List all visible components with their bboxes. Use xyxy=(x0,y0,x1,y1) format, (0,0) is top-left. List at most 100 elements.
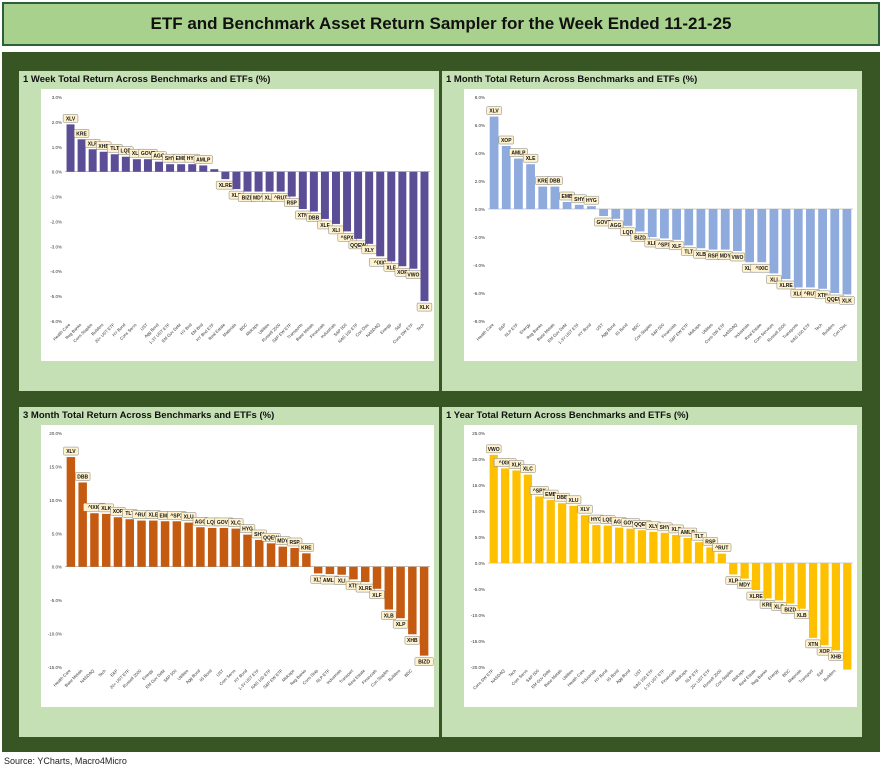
data-label: XLP xyxy=(88,141,98,147)
y-tick-label: 1.0% xyxy=(52,145,62,150)
data-label-box xyxy=(486,444,502,454)
bar xyxy=(623,209,633,226)
bar xyxy=(501,146,511,209)
data-label: XLU xyxy=(184,515,194,521)
data-label: AMLP xyxy=(323,578,338,584)
bar xyxy=(121,156,130,172)
data-label: DBB xyxy=(77,474,88,480)
bar xyxy=(599,209,608,216)
data-label: ^IXIC xyxy=(755,266,768,272)
data-label: LQD xyxy=(602,518,613,524)
y-tick-label: -15.0% xyxy=(48,665,62,670)
data-label-box xyxy=(392,619,409,629)
bar xyxy=(113,517,123,567)
x-tick-label: Energy xyxy=(379,322,393,336)
bar xyxy=(276,171,285,192)
data-label: TLT xyxy=(695,534,704,540)
data-label: ^RUT xyxy=(715,546,728,552)
bar xyxy=(806,209,815,288)
data-label: XHB xyxy=(831,654,842,660)
data-label-box xyxy=(63,446,79,456)
data-label: XLU xyxy=(265,196,275,202)
y-tick-label: -2.0% xyxy=(50,219,62,224)
bar xyxy=(781,209,791,279)
data-label: TLT xyxy=(684,249,693,255)
bar xyxy=(708,209,718,250)
data-label: XOP xyxy=(501,138,512,144)
y-tick-label: -5.0% xyxy=(50,294,62,299)
bar xyxy=(298,171,307,209)
bar xyxy=(774,563,783,601)
bar xyxy=(309,171,318,212)
bar xyxy=(501,468,510,563)
data-label: KRE xyxy=(762,602,773,608)
x-tick-label: Tech xyxy=(415,322,425,332)
data-label: AMLP xyxy=(511,151,526,157)
y-tick-label: -6.0% xyxy=(50,319,62,324)
y-tick-label: 2.0% xyxy=(52,120,62,125)
bar xyxy=(603,525,612,563)
data-label: SHY xyxy=(660,525,671,531)
data-label-box xyxy=(75,472,91,481)
bar xyxy=(512,470,521,563)
data-label: TLT xyxy=(125,511,134,517)
data-label: XLU xyxy=(569,498,579,504)
x-tick-label: UST xyxy=(139,322,149,332)
bar xyxy=(751,563,761,591)
bar xyxy=(278,546,288,567)
data-label: LQD xyxy=(207,520,218,526)
data-label: EMB xyxy=(545,492,557,498)
data-label: XLK xyxy=(419,305,429,311)
data-label: MDY xyxy=(277,539,289,545)
data-label: RSP xyxy=(708,254,719,260)
x-tick-label: Midcaps xyxy=(245,322,260,337)
data-label: BIZD xyxy=(634,235,646,241)
bar xyxy=(489,116,499,209)
data-label: MDY xyxy=(720,254,732,260)
data-label: XLK xyxy=(512,462,522,468)
data-label-box xyxy=(73,129,90,138)
bar xyxy=(808,563,818,638)
data-label: SHY xyxy=(165,156,176,162)
bar xyxy=(672,209,681,240)
data-label-box xyxy=(180,512,197,521)
data-label-box xyxy=(630,233,650,242)
y-tick-label: 10.0% xyxy=(472,509,485,514)
chart-title: 1 Year Total Return Across Benchmarks an… xyxy=(446,410,689,421)
bar xyxy=(199,165,208,172)
x-tick-label: UST xyxy=(215,668,225,678)
x-tick-label: UST xyxy=(595,322,605,332)
data-label: XLRE xyxy=(359,586,373,592)
bar xyxy=(137,520,146,567)
bar xyxy=(343,171,352,232)
bar xyxy=(683,538,692,563)
chart-1-week: 3.0% 2.0% 1.0% 0.0% -1.0% -2.0% -3.0% -4.0% -5.0… xyxy=(50,95,433,345)
data-label-box xyxy=(839,296,855,305)
y-tick-label: 2.0% xyxy=(475,179,485,184)
bar xyxy=(574,204,584,209)
x-tick-label: Energy xyxy=(767,668,781,682)
bar xyxy=(90,513,99,567)
data-label-box xyxy=(334,576,350,585)
bar xyxy=(384,566,394,610)
bar xyxy=(387,171,396,262)
bar xyxy=(188,164,197,172)
data-label: GOVT xyxy=(596,220,610,226)
data-label: XTN xyxy=(808,642,818,648)
y-tick-label: 0.0% xyxy=(52,565,62,570)
x-tick-label: NLP ETF xyxy=(503,322,519,338)
data-label: XLRE xyxy=(749,594,763,600)
bar xyxy=(637,530,647,563)
data-label: ^RUT xyxy=(274,196,287,202)
data-label: VWO xyxy=(488,447,500,453)
bar xyxy=(550,186,560,209)
bar xyxy=(110,154,119,172)
data-label: ^SPX xyxy=(658,242,672,248)
charts-frame: 1 Week Total Return Across Benchmarks an… xyxy=(2,52,880,752)
data-label-box xyxy=(228,518,244,527)
data-label: XTN xyxy=(348,583,358,589)
data-label: XOP xyxy=(819,649,830,655)
source-note: Source: YCharts, Macro4Micro xyxy=(4,756,127,766)
y-tick-label: 0.0% xyxy=(475,207,485,212)
data-label: XLE xyxy=(774,604,784,610)
